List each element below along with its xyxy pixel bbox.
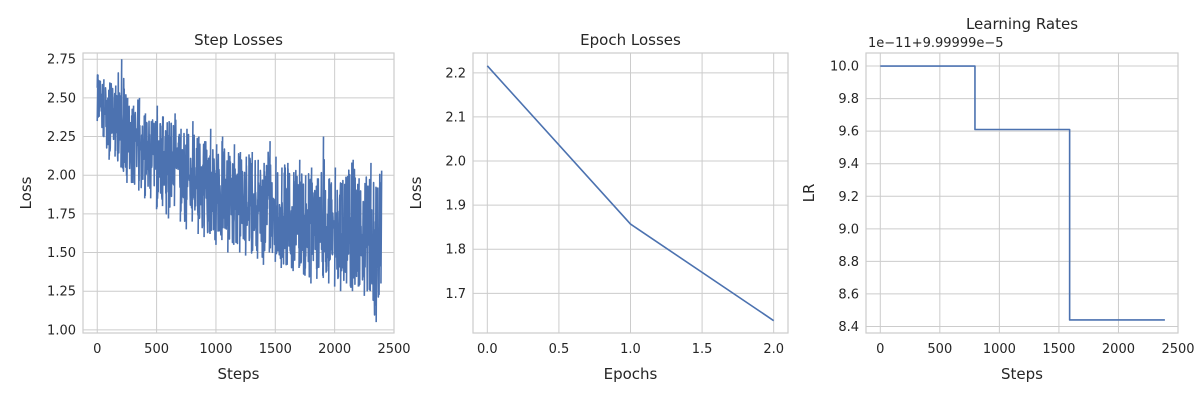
x-axis-label: Steps — [218, 365, 260, 383]
y-tick-label: 9.2 — [838, 190, 859, 205]
x-tick-label: 2000 — [1102, 342, 1135, 357]
plot-frame — [865, 52, 1179, 334]
x-tick-label: 1500 — [259, 342, 292, 357]
y-tick-label: 9.4 — [838, 157, 859, 172]
x-tick-label: 1000 — [199, 342, 232, 357]
x-tick-label: 2000 — [318, 342, 351, 357]
x-tick-label: 0.5 — [549, 342, 570, 357]
y-tick-label: 2.25 — [47, 130, 76, 145]
panel-epoch-losses: 0.0 0.5 1.0 1.5 2.0 1.7 1.8 1.9 2.0 2.1 2.2 Epoch … — [407, 31, 789, 383]
y-tick-label: 10.0 — [830, 60, 859, 75]
plot-frame — [472, 52, 789, 334]
x-tick-label: 0.0 — [477, 342, 498, 357]
y-axis-offset-text: 1e−11+9.99999e−5 — [868, 36, 1004, 51]
chart-title: Epoch Losses — [580, 31, 681, 49]
x-tick-label: 2500 — [1161, 342, 1194, 357]
x-tick-label: 500 — [927, 342, 952, 357]
x-tick-label: 0 — [93, 342, 101, 357]
y-tick-label: 9.8 — [838, 92, 859, 107]
y-tick-label: 1.8 — [445, 243, 466, 258]
y-tick-label: 2.0 — [445, 155, 466, 170]
y-tick-label: 2.75 — [47, 53, 76, 68]
y-tick-label: 1.50 — [47, 246, 76, 261]
y-axis-label: Loss — [407, 176, 425, 209]
y-tick-label: 8.4 — [838, 320, 859, 335]
panel-learning-rates: 0 500 1000 1500 2000 2500 8.4 8.6 8.8 9.0 9.2 9.4 9.… — [800, 15, 1195, 383]
y-tick-label: 1.25 — [47, 285, 76, 300]
y-tick-label: 2.50 — [47, 91, 76, 106]
chart-title: Learning Rates — [966, 15, 1078, 33]
series-line — [486, 65, 775, 322]
y-axis-label: LR — [800, 184, 818, 203]
y-tick-label: 2.00 — [47, 169, 76, 184]
x-tick-label: 2.0 — [763, 342, 784, 357]
chart-title: Step Losses — [194, 31, 283, 49]
y-tick-label: 8.8 — [838, 255, 859, 270]
y-tick-label: 2.2 — [445, 66, 466, 81]
y-tick-label: 1.00 — [47, 323, 76, 338]
y-tick-label: 9.0 — [838, 222, 859, 237]
y-tick-label: 2.1 — [445, 110, 466, 125]
y-axis-label: Loss — [17, 176, 35, 209]
series-line — [880, 65, 1165, 321]
x-tick-label: 1000 — [983, 342, 1016, 357]
x-axis-label: Steps — [1001, 365, 1043, 383]
y-tick-label: 1.7 — [445, 287, 466, 302]
x-axis-label: Epochs — [604, 365, 658, 383]
y-tick-label: 1.9 — [445, 199, 466, 214]
panel-step-losses: 0 500 1000 1500 2000 2500 1.00 1.25 1.50 1.75 2.00… — [17, 31, 411, 383]
y-tick-label: 8.6 — [838, 287, 859, 302]
x-tick-label: 1.0 — [620, 342, 641, 357]
plot-frame — [82, 52, 395, 334]
y-tick-label: 1.75 — [47, 207, 76, 222]
x-tick-label: 1500 — [1042, 342, 1075, 357]
y-tick-label: 9.6 — [838, 125, 859, 140]
x-tick-label: 1.5 — [692, 342, 713, 357]
x-tick-label: 2500 — [377, 342, 410, 357]
x-tick-label: 500 — [144, 342, 169, 357]
loss-series-line — [96, 59, 383, 323]
x-tick-label: 0 — [876, 342, 884, 357]
